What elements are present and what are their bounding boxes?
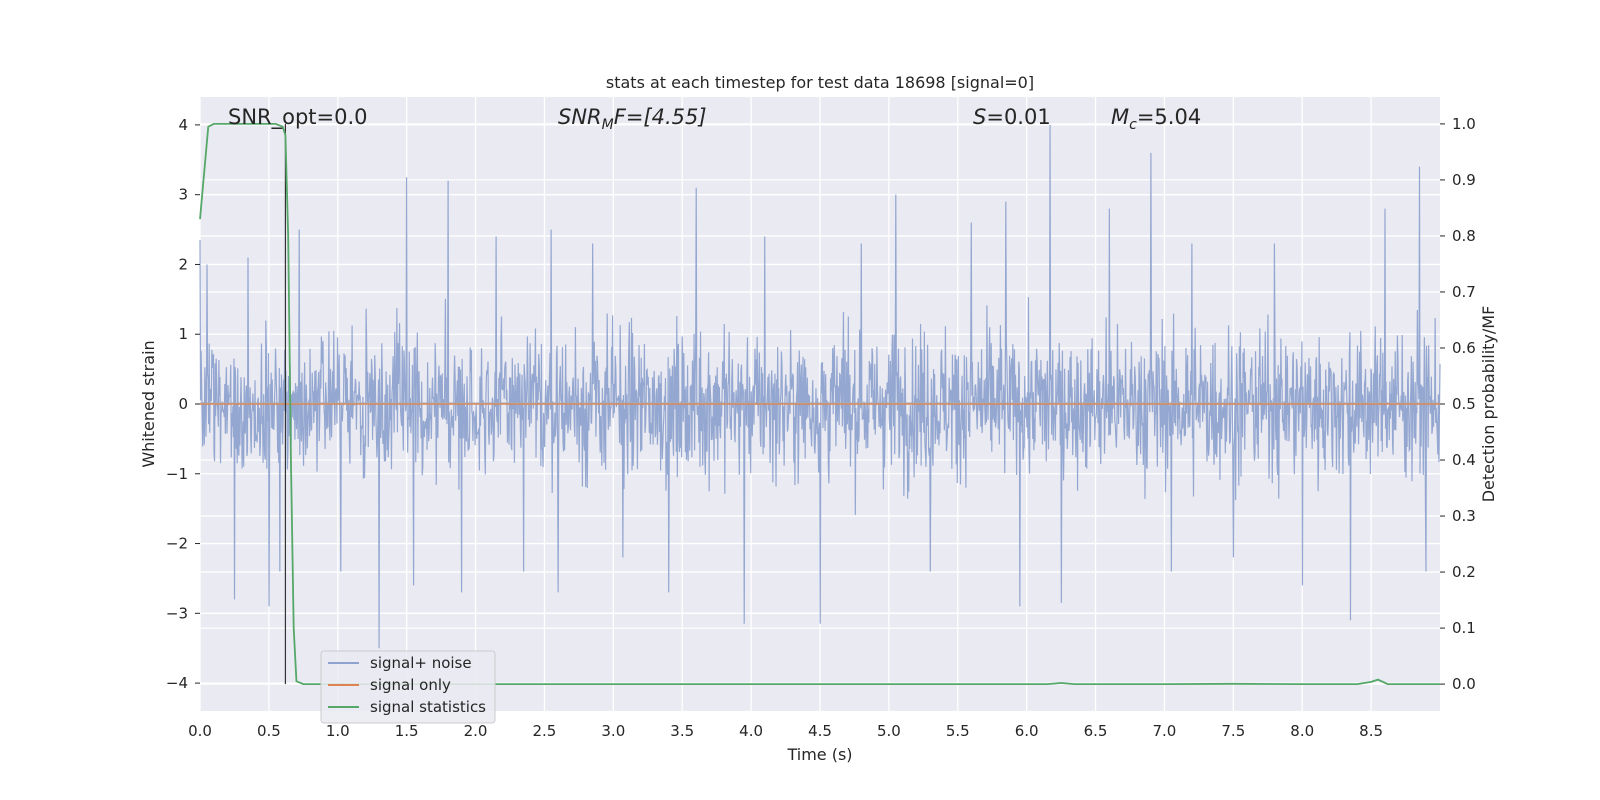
y-tick-label: 3 <box>178 186 188 204</box>
y2-tick-label: 0.6 <box>1452 339 1476 357</box>
x-tick-label: 6.5 <box>1084 722 1108 740</box>
y2-tick-label: 0.2 <box>1452 563 1476 581</box>
y2-tick-label: 0.4 <box>1452 451 1476 469</box>
annotation-snr-mf: SNRMF=[4.55] <box>558 105 707 133</box>
legend-label-signal-only: signal only <box>370 676 451 694</box>
annotation-mc-main: M <box>1111 105 1129 129</box>
x-tick-label: 5.0 <box>877 722 901 740</box>
y-tick-label: −2 <box>166 535 188 553</box>
y2-tick-label: 0.0 <box>1452 675 1476 693</box>
x-tick-labels: 0.0 0.5 1.0 1.5 2.0 2.5 3.0 3.5 4.0 4.5 5.0 5.5 6.0 6… <box>188 722 1383 740</box>
x-tick-label: 7.5 <box>1221 722 1245 740</box>
y-tick-label: 2 <box>178 255 188 273</box>
x-tick-label: 6.0 <box>1015 722 1039 740</box>
y2-tick-label: 1.0 <box>1452 115 1476 133</box>
annotation-s: S=0.01 <box>973 105 1051 129</box>
annotation-snr-opt: SNR_opt=0.0 <box>228 105 368 130</box>
x-axis-label: Time (s) <box>786 745 852 764</box>
y2-tick-label: 0.5 <box>1452 395 1476 413</box>
annotation-mc: Mc=5.04 <box>1111 105 1201 133</box>
annotation-snr-mf-tail: F=[4.55] <box>614 105 707 129</box>
x-tick-label: 8.5 <box>1359 722 1383 740</box>
y2-tick-label: 0.8 <box>1452 227 1476 245</box>
y-tick-label: 0 <box>178 395 188 413</box>
legend-box <box>320 650 496 724</box>
legend-label-signal-noise: signal+ noise <box>370 654 472 672</box>
annotation-s-tail: =0.01 <box>986 105 1050 129</box>
x-tick-label: 5.5 <box>946 722 970 740</box>
y2-tick-label: 0.9 <box>1452 171 1476 189</box>
annotation-mc-tail: =5.04 <box>1137 105 1201 129</box>
x-tick-label: 2.5 <box>533 722 557 740</box>
x-tick-label: 0.0 <box>188 722 212 740</box>
x-tick-label: 4.5 <box>808 722 832 740</box>
x-tick-label: 1.0 <box>326 722 350 740</box>
x-tick-label: 3.0 <box>601 722 625 740</box>
x-tick-label: 3.5 <box>670 722 694 740</box>
x-tick-label: 8.0 <box>1290 722 1314 740</box>
series-signal-noise-line <box>199 124 1441 649</box>
annotation-snr-mf-main: SNR <box>558 105 602 129</box>
y-tick-label: −4 <box>166 674 188 692</box>
y-tick-labels: 4 3 2 1 0 −1 −2 −3 −4 <box>166 116 200 692</box>
legend: signal+ noise signal only signal statist… <box>320 650 496 724</box>
y-tick-label: 1 <box>178 325 188 343</box>
chart-title: stats at each timestep for test data 186… <box>606 73 1034 92</box>
annotation-s-main: S <box>973 105 986 129</box>
y2-tick-labels: 1.0 0.9 0.8 0.7 0.6 0.5 0.4 0.3 0.2 0.1 0.0 <box>1440 115 1476 693</box>
x-tick-label: 4.0 <box>739 722 763 740</box>
y-tick-label: −1 <box>166 465 188 483</box>
annotation-mc-sub: c <box>1129 117 1137 133</box>
annotation-snr-mf-sub: M <box>602 117 614 133</box>
x-tick-label: 1.5 <box>395 722 419 740</box>
y-tick-label: −3 <box>166 604 188 622</box>
y-tick-label: 4 <box>178 116 188 134</box>
legend-label-signal-statistics: signal statistics <box>370 698 486 716</box>
x-tick-label: 2.0 <box>464 722 488 740</box>
y-axis-label: Whitened strain <box>139 340 158 467</box>
y2-tick-label: 0.7 <box>1452 283 1476 301</box>
x-tick-label: 7.0 <box>1153 722 1177 740</box>
x-tick-label: 0.5 <box>257 722 281 740</box>
y2-axis-label: Detection probability/MF <box>1479 306 1498 503</box>
y2-tick-label: 0.3 <box>1452 507 1476 525</box>
y2-tick-label: 0.1 <box>1452 619 1476 637</box>
